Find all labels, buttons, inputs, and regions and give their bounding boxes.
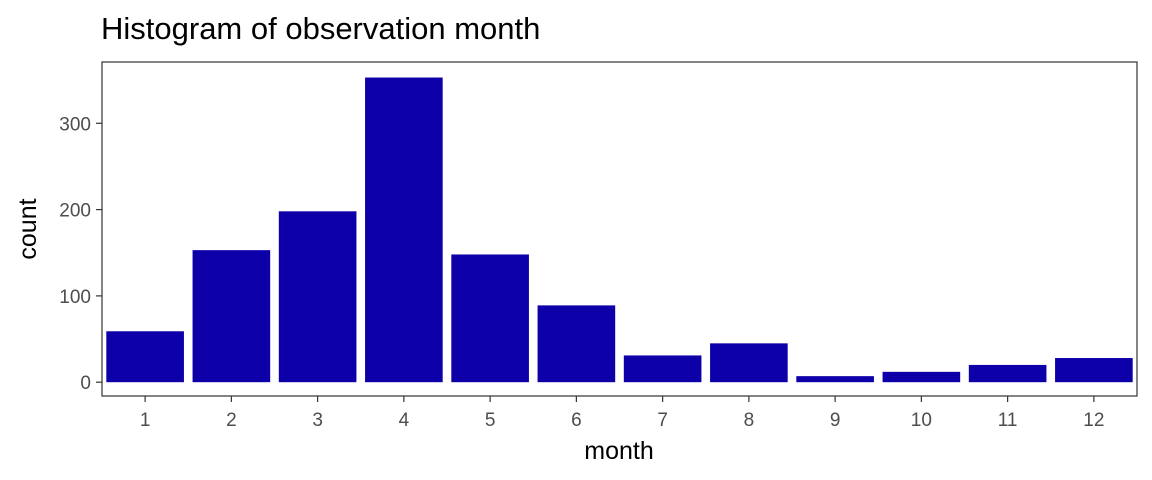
bar-month-2 (192, 250, 271, 383)
bar-month-7 (623, 355, 702, 383)
y-axis: 0 100 200 300 (59, 114, 102, 394)
bar-month-6 (537, 305, 616, 383)
x-tick-label: 1 (140, 410, 151, 431)
x-tick-label: 2 (226, 410, 237, 431)
bar-month-8 (710, 343, 788, 383)
x-tick-label: 8 (744, 410, 755, 431)
x-tick-label: 7 (657, 410, 668, 431)
y-tick-label: 300 (59, 114, 91, 135)
x-tick-label: 6 (571, 410, 582, 431)
bar-month-4 (365, 77, 443, 383)
x-tick-label: 10 (911, 410, 932, 431)
bars-layer (106, 77, 1133, 383)
bar-month-5 (451, 254, 529, 383)
x-tick-label: 9 (830, 410, 841, 431)
y-axis-title: count (14, 198, 42, 259)
y-tick-label: 200 (59, 201, 91, 222)
plot-panel-border (101, 61, 1138, 397)
bar-month-1 (106, 331, 184, 383)
x-axis-title: month (584, 437, 653, 465)
bar-month-9 (796, 376, 874, 383)
bar-month-11 (968, 364, 1047, 383)
bar-month-12 (1055, 358, 1133, 383)
x-tick-label: 3 (312, 410, 323, 431)
x-tick-label: 5 (485, 410, 496, 431)
chart-title: Histogram of observation month (101, 11, 540, 46)
x-tick-label: 11 (998, 410, 1018, 431)
y-tick-label: 100 (59, 287, 91, 308)
bar-month-10 (882, 371, 961, 383)
x-tick-label: 4 (399, 410, 410, 431)
x-axis: 1 2 3 4 5 6 7 8 9 10 11 12 (140, 396, 1104, 431)
y-tick-label: 0 (80, 373, 91, 394)
bar-month-3 (278, 211, 357, 383)
x-tick-label: 12 (1083, 410, 1104, 431)
